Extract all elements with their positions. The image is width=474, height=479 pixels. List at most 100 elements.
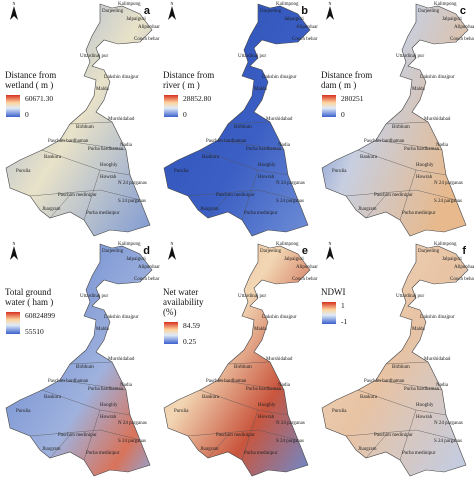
legend-min: 0 (341, 110, 345, 119)
district-label: Murshidabad (108, 357, 135, 362)
panel-letter: d (143, 245, 150, 257)
district-label: Hooghly (100, 403, 118, 408)
district-boundary (227, 349, 245, 365)
district-label: Malda (96, 87, 110, 92)
district-label: Purba medinipur (86, 211, 120, 216)
district-label: Darjeeling (260, 9, 282, 14)
legend-ramp (164, 322, 178, 344)
district-label: Paschim bardhaman (364, 379, 405, 384)
legend-max: 1 (341, 301, 345, 310)
map-panel: Darjeeling Kalimpong Jalpaiguri Alipurduar C… (5, 241, 160, 477)
district-label: Howrah (258, 175, 275, 180)
district-boundary (375, 139, 443, 151)
district-label: Malda (412, 87, 426, 92)
legend-title: availability (163, 297, 204, 307)
district-label: Murshidabad (424, 117, 451, 122)
district-boundary (59, 139, 127, 151)
map-panel: Darjeeling Kalimpong Jalpaiguri Alipurduar C… (321, 1, 474, 237)
district-label: Jalpaiguri (126, 17, 146, 22)
district-label: Howrah (258, 415, 275, 420)
district-label: Jhargram (42, 447, 61, 452)
legend-min: 0.25 (183, 337, 196, 346)
district-label: Darjeeling (418, 249, 440, 254)
district-boundary (207, 434, 229, 459)
legend-title: Distance from (163, 70, 214, 80)
district-label: Howrah (100, 415, 117, 420)
district-label: Cooch behar (292, 277, 318, 282)
state-map (321, 3, 469, 237)
district-boundary (83, 169, 101, 221)
north-label: N (171, 241, 174, 246)
district-label: Kalimpong (118, 242, 141, 247)
district-label: Paschim bardhaman (364, 139, 405, 144)
district-boundary (59, 379, 127, 391)
district-label: Purba bardhaman (246, 387, 282, 392)
district-boundary (227, 121, 271, 125)
district-boundary (385, 109, 403, 125)
district-label: Purulia (174, 409, 189, 414)
district-label: Purba bardhaman (404, 147, 440, 152)
district-label: Alipurduar (296, 25, 318, 30)
district-boundary (83, 409, 101, 461)
district-label: Purulia (332, 409, 347, 414)
district-label: S 24 parganas (118, 199, 146, 204)
north-arrow (326, 246, 334, 260)
district-label: Jalpaiguri (442, 17, 462, 22)
district-label: Paschim medinipur (374, 433, 413, 438)
district-boundary (385, 349, 403, 365)
district-label: S 24 parganas (276, 439, 304, 444)
map-panel: Darjeeling Kalimpong Jalpaiguri Alipurduar C… (163, 241, 318, 477)
north-label: N (329, 241, 332, 246)
district-boundary (69, 349, 87, 365)
district-boundary (207, 194, 229, 219)
district-label: Dakshin dinajpur (262, 75, 297, 80)
district-boundary (365, 194, 387, 219)
legend-title: (%) (163, 307, 177, 317)
district-label: Birbhum (76, 365, 94, 370)
district-label: Murshidabad (266, 357, 293, 362)
district-label: Uttardinaj pur (396, 294, 425, 299)
legend-min: 0 (25, 110, 29, 119)
district-label: Darjeeling (102, 249, 124, 254)
district-label: Howrah (100, 175, 117, 180)
district-label: Jalpaiguri (442, 257, 462, 262)
panel-letter: c (460, 5, 466, 17)
legend-title: river ( m ) (163, 80, 200, 90)
north-arrow (168, 6, 176, 20)
north-label: N (13, 1, 16, 6)
district-label: Alipurduar (454, 265, 474, 270)
district-label: Dakshin dinajpur (104, 75, 139, 80)
district-label: Howrah (416, 175, 433, 180)
district-label: Murshidabad (266, 117, 293, 122)
district-label: Birbhum (76, 125, 94, 130)
legend-ramp (6, 312, 20, 334)
district-label: Alipurduar (138, 25, 160, 30)
district-label: Bankura (202, 155, 220, 160)
north-arrow (326, 6, 334, 20)
district-label: Alipurduar (138, 265, 160, 270)
district-label: Howrah (416, 415, 433, 420)
district-label: Uttardinaj pur (80, 54, 109, 59)
north-arrow (168, 246, 176, 260)
legend-max: 84.59 (183, 321, 200, 330)
district-boundary (29, 189, 141, 201)
legend-ramp (322, 95, 336, 117)
district-label: Dakshin dinajpur (420, 75, 455, 80)
panel-letter: e (302, 245, 308, 257)
state-map (163, 3, 311, 237)
north-arrow (10, 246, 18, 260)
district-label: Bankura (44, 395, 62, 400)
legend-max: 60824899 (25, 311, 55, 320)
district-label: Purba bardhaman (88, 147, 124, 152)
legend-title: dam ( m ) (321, 80, 356, 90)
panel-letter: a (144, 5, 151, 17)
district-label: Murshidabad (108, 117, 135, 122)
north-label: N (329, 1, 332, 6)
legend-title: Net water (163, 287, 198, 297)
district-label: Hooghly (100, 163, 118, 168)
district-boundary (69, 361, 113, 365)
district-label: Dakshin dinajpur (420, 315, 455, 320)
district-label: Malda (254, 87, 268, 92)
district-label: Bankura (44, 155, 62, 160)
